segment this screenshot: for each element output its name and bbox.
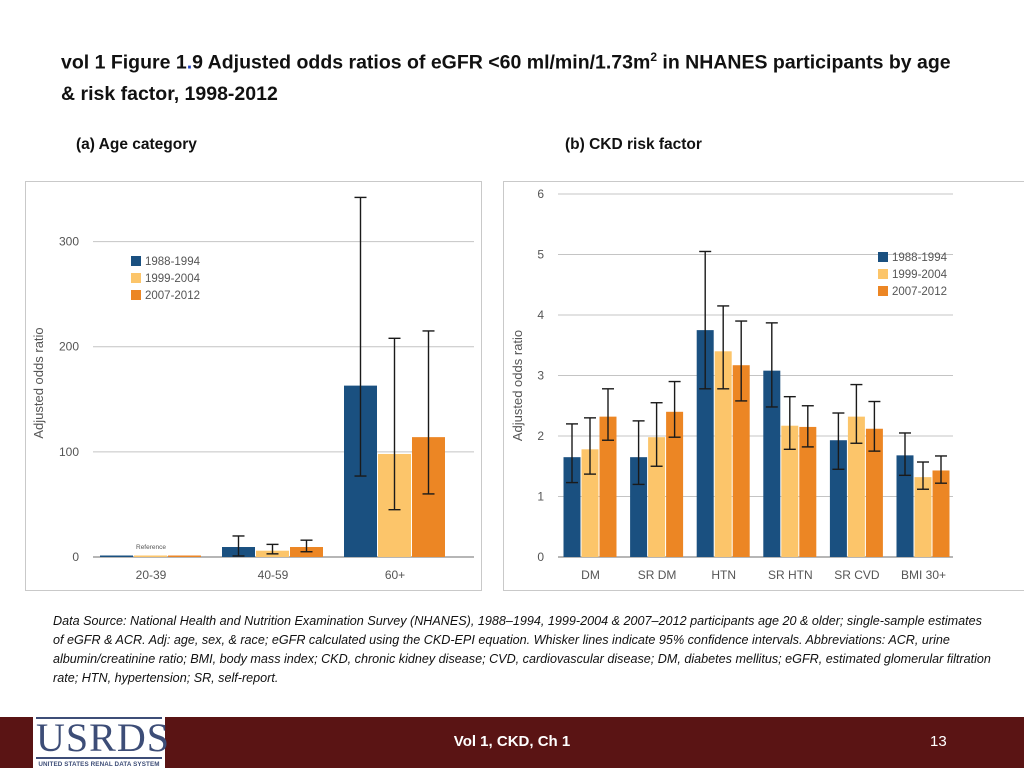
bar — [847, 416, 865, 557]
bar — [763, 370, 781, 557]
legend-swatch — [131, 256, 141, 266]
bar — [630, 457, 648, 557]
bar — [781, 425, 799, 557]
y-axis-label: Adjusted odds ratio — [510, 330, 525, 441]
page-number: 13 — [930, 733, 947, 750]
legend-swatch — [131, 290, 141, 300]
bar — [932, 470, 950, 557]
bar — [714, 351, 732, 557]
reference-annotation: Reference — [136, 544, 166, 551]
slide-title: vol 1 Figure 1.9 Adjusted odds ratios of… — [61, 50, 951, 105]
x-tick-label: SR HTN — [768, 568, 813, 582]
panel-b-label: (b) CKD risk factor — [565, 136, 702, 153]
bar — [914, 477, 932, 557]
y-tick-label: 100 — [59, 445, 79, 459]
legend-swatch — [131, 273, 141, 283]
legend-swatch — [878, 252, 888, 262]
y-tick-label: 0 — [72, 550, 79, 564]
y-tick-label: 200 — [59, 340, 79, 354]
y-tick-label: 3 — [537, 369, 544, 383]
legend-label: 1988-1994 — [892, 252, 948, 264]
y-tick-label: 4 — [537, 308, 544, 322]
bar — [666, 411, 684, 557]
legend-label: 1999-2004 — [145, 273, 201, 285]
x-tick-label: 20-39 — [136, 568, 167, 582]
x-tick-label: HTN — [711, 568, 736, 582]
panel-a-label: (a) Age category — [76, 136, 197, 153]
legend-label: 2007-2012 — [892, 286, 947, 298]
bar — [696, 330, 714, 557]
y-axis-label: Adjusted odds ratio — [31, 327, 46, 438]
data-source-note: Data Source: National Health and Nutriti… — [53, 614, 991, 685]
bar — [100, 555, 133, 557]
legend-label: 1999-2004 — [892, 269, 948, 281]
bar — [865, 428, 883, 557]
x-tick-label: SR CVD — [834, 568, 880, 582]
usrds-logo: USRDS UNITED STATES RENAL DATA SYSTEM — [33, 713, 170, 768]
legend-label: 1988-1994 — [145, 256, 201, 268]
bar — [799, 426, 817, 557]
x-tick-label: 40-59 — [258, 568, 289, 582]
y-tick-label: 0 — [537, 550, 544, 564]
y-tick-label: 300 — [59, 235, 79, 249]
bar — [896, 455, 914, 557]
y-tick-label: 6 — [537, 187, 544, 201]
bar — [581, 449, 599, 557]
y-tick-label: 5 — [537, 248, 544, 262]
x-tick-label: 60+ — [385, 568, 405, 582]
bar — [732, 365, 750, 557]
logo-wordmark: USRDS — [36, 715, 170, 760]
bar — [134, 555, 167, 557]
footer-chapter-label: Vol 1, CKD, Ch 1 — [453, 733, 571, 750]
logo-subtext: UNITED STATES RENAL DATA SYSTEM — [38, 761, 160, 768]
bar — [168, 555, 201, 557]
legend-label: 2007-2012 — [145, 290, 200, 302]
y-tick-label: 2 — [537, 429, 544, 443]
y-tick-label: 1 — [537, 490, 544, 504]
x-tick-label: BMI 30+ — [901, 568, 946, 582]
bar — [648, 437, 666, 557]
age-category-chart: 0 100 200 300 Adjusted odds ratio 20-39 Refere… — [31, 196, 474, 582]
legend-swatch — [878, 269, 888, 279]
x-tick-label: SR DM — [638, 568, 677, 582]
ckd-risk-factor-chart: 0 1 2 3 4 5 6 Adjusted odds ratio DM SR DM HTN SR H… — [510, 187, 953, 582]
x-tick-label: DM — [581, 568, 600, 582]
bar — [599, 416, 617, 557]
footer-bar — [0, 717, 1024, 768]
legend-swatch — [878, 286, 888, 296]
